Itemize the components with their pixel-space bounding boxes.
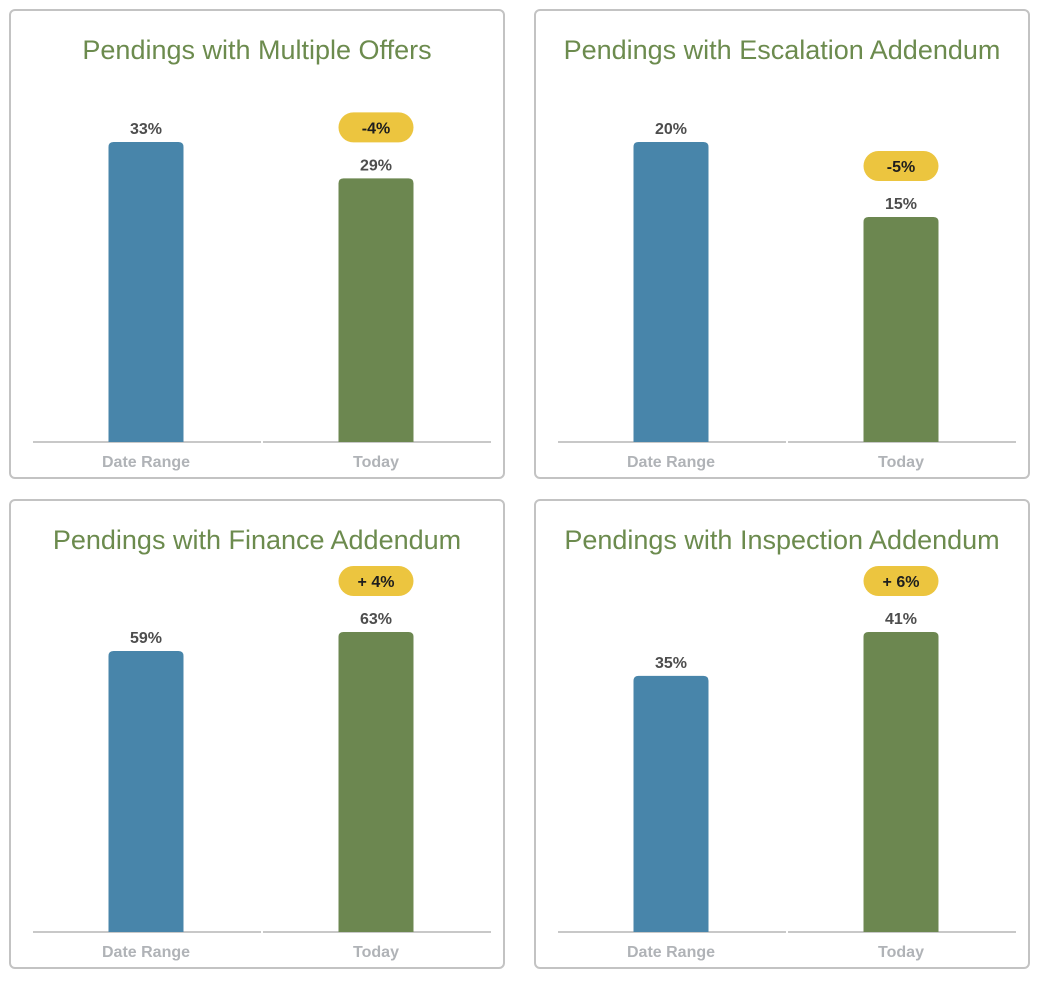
bar-today — [863, 632, 939, 932]
data-label: 41% — [885, 611, 917, 628]
data-label: 35% — [655, 655, 687, 672]
bar-date-range — [108, 651, 184, 932]
bar-chart-multiple-offers: 33% Date Range 29% Today -4% — [33, 112, 491, 471]
change-badge-label: -5% — [887, 159, 915, 176]
x-tick-label: Today — [878, 454, 924, 471]
data-label: 29% — [360, 157, 392, 174]
chart-title: Pendings with Inspection Addendum — [564, 525, 1000, 555]
data-label: 33% — [130, 121, 162, 138]
x-tick-label: Today — [353, 944, 399, 961]
x-tick-label: Date Range — [102, 944, 190, 961]
bar-date-range — [633, 142, 709, 442]
x-tick-label: Date Range — [627, 454, 715, 471]
data-label: 20% — [655, 121, 687, 138]
change-badge — [863, 566, 939, 596]
chart-card-multiple-offers: Pendings with Multiple Offers 33% Date Ra… — [9, 9, 505, 479]
bar-chart-finance-addendum: 59% Date Range 63% Today + 4% — [33, 566, 491, 961]
x-tick-label: Today — [353, 454, 399, 471]
bar-today — [338, 178, 414, 442]
change-badge — [338, 566, 414, 596]
bar-chart-inspection-addendum: 35% Date Range 41% Today + 6% — [558, 566, 1016, 961]
change-badge-label: -4% — [362, 120, 390, 137]
data-label: 63% — [360, 611, 392, 628]
change-badge — [338, 112, 414, 143]
change-badge-label: + 6% — [883, 574, 920, 591]
data-label: 59% — [130, 630, 162, 647]
x-tick-label: Today — [878, 944, 924, 961]
chart-title: Pendings with Escalation Addendum — [563, 35, 1001, 65]
data-label: 15% — [885, 196, 917, 213]
x-tick-label: Date Range — [627, 944, 715, 961]
bar-today — [863, 217, 939, 442]
x-tick-label: Date Range — [102, 454, 190, 471]
chart-title: Pendings with Multiple Offers — [82, 35, 432, 65]
bar-date-range — [633, 675, 709, 932]
bar-today — [338, 632, 414, 932]
bar-chart-escalation-addendum: 20% Date Range 15% Today -5% — [558, 121, 1016, 471]
chart-card-escalation-addendum: Pendings with Escalation Addendum 20% Dat… — [534, 9, 1030, 479]
chart-title: Pendings with Finance Addendum — [52, 525, 462, 555]
chart-card-finance-addendum: Pendings with Finance Addendum 59% Date R… — [9, 499, 505, 969]
change-badge-label: + 4% — [358, 574, 395, 591]
bar-date-range — [108, 142, 184, 442]
chart-card-inspection-addendum: Pendings with Inspection Addendum 35% Dat… — [534, 499, 1030, 969]
change-badge — [863, 151, 939, 181]
